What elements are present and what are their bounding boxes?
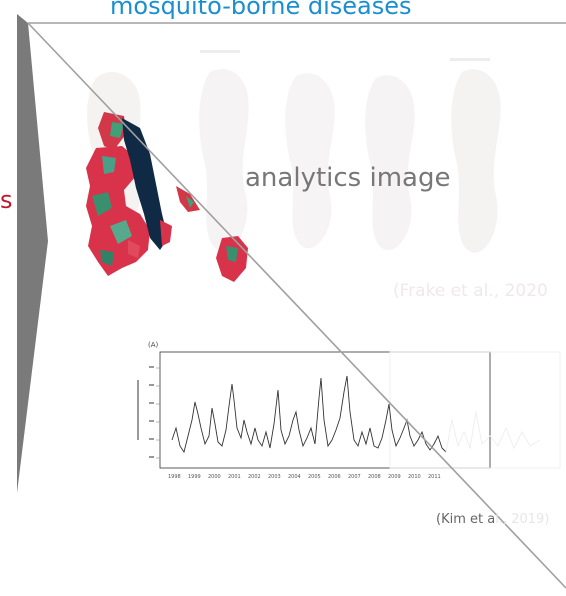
svg-text:2009: 2009 bbox=[388, 474, 401, 480]
svg-text:2002: 2002 bbox=[248, 474, 261, 480]
citation-kim-tail: l., 2019) bbox=[495, 512, 549, 527]
tick-glyphs bbox=[137, 366, 154, 458]
faded-plot-frame bbox=[390, 352, 560, 468]
svg-text:2010: 2010 bbox=[408, 474, 421, 480]
malaria-series-line bbox=[172, 376, 446, 452]
svg-text:1998: 1998 bbox=[168, 474, 181, 480]
svg-text:2003: 2003 bbox=[268, 474, 281, 480]
panel-label: (A) bbox=[148, 341, 159, 349]
time-series-figure: (A) 1998 1999 2000 2001 2002 2003 2004 2005 20… bbox=[137, 341, 560, 480]
analytics-image-label: analytics image bbox=[245, 163, 450, 193]
svg-text:2011: 2011 bbox=[428, 474, 441, 480]
citation-kim: (Kim et al., 2019) bbox=[436, 512, 549, 527]
svg-text:2000: 2000 bbox=[208, 474, 221, 480]
plot-frame bbox=[160, 352, 490, 468]
x-tick-labels: 1998 1999 2000 2001 2002 2003 2004 2005 2006 2… bbox=[168, 474, 441, 480]
svg-text:2001: 2001 bbox=[228, 474, 241, 480]
svg-text:2007: 2007 bbox=[348, 474, 361, 480]
citation-kim-lead: (Kim et a bbox=[436, 512, 495, 527]
faded-series-line bbox=[446, 412, 540, 452]
chevron-arrow-icon bbox=[17, 14, 48, 493]
svg-text:1999: 1999 bbox=[188, 474, 201, 480]
svg-text:2006: 2006 bbox=[328, 474, 341, 480]
svg-text:2008: 2008 bbox=[368, 474, 381, 480]
y-ticks bbox=[156, 368, 160, 458]
svg-text:2005: 2005 bbox=[308, 474, 321, 480]
citation-frake: (Frake et al., 2020 bbox=[393, 281, 548, 301]
svg-text:2004: 2004 bbox=[288, 474, 301, 480]
